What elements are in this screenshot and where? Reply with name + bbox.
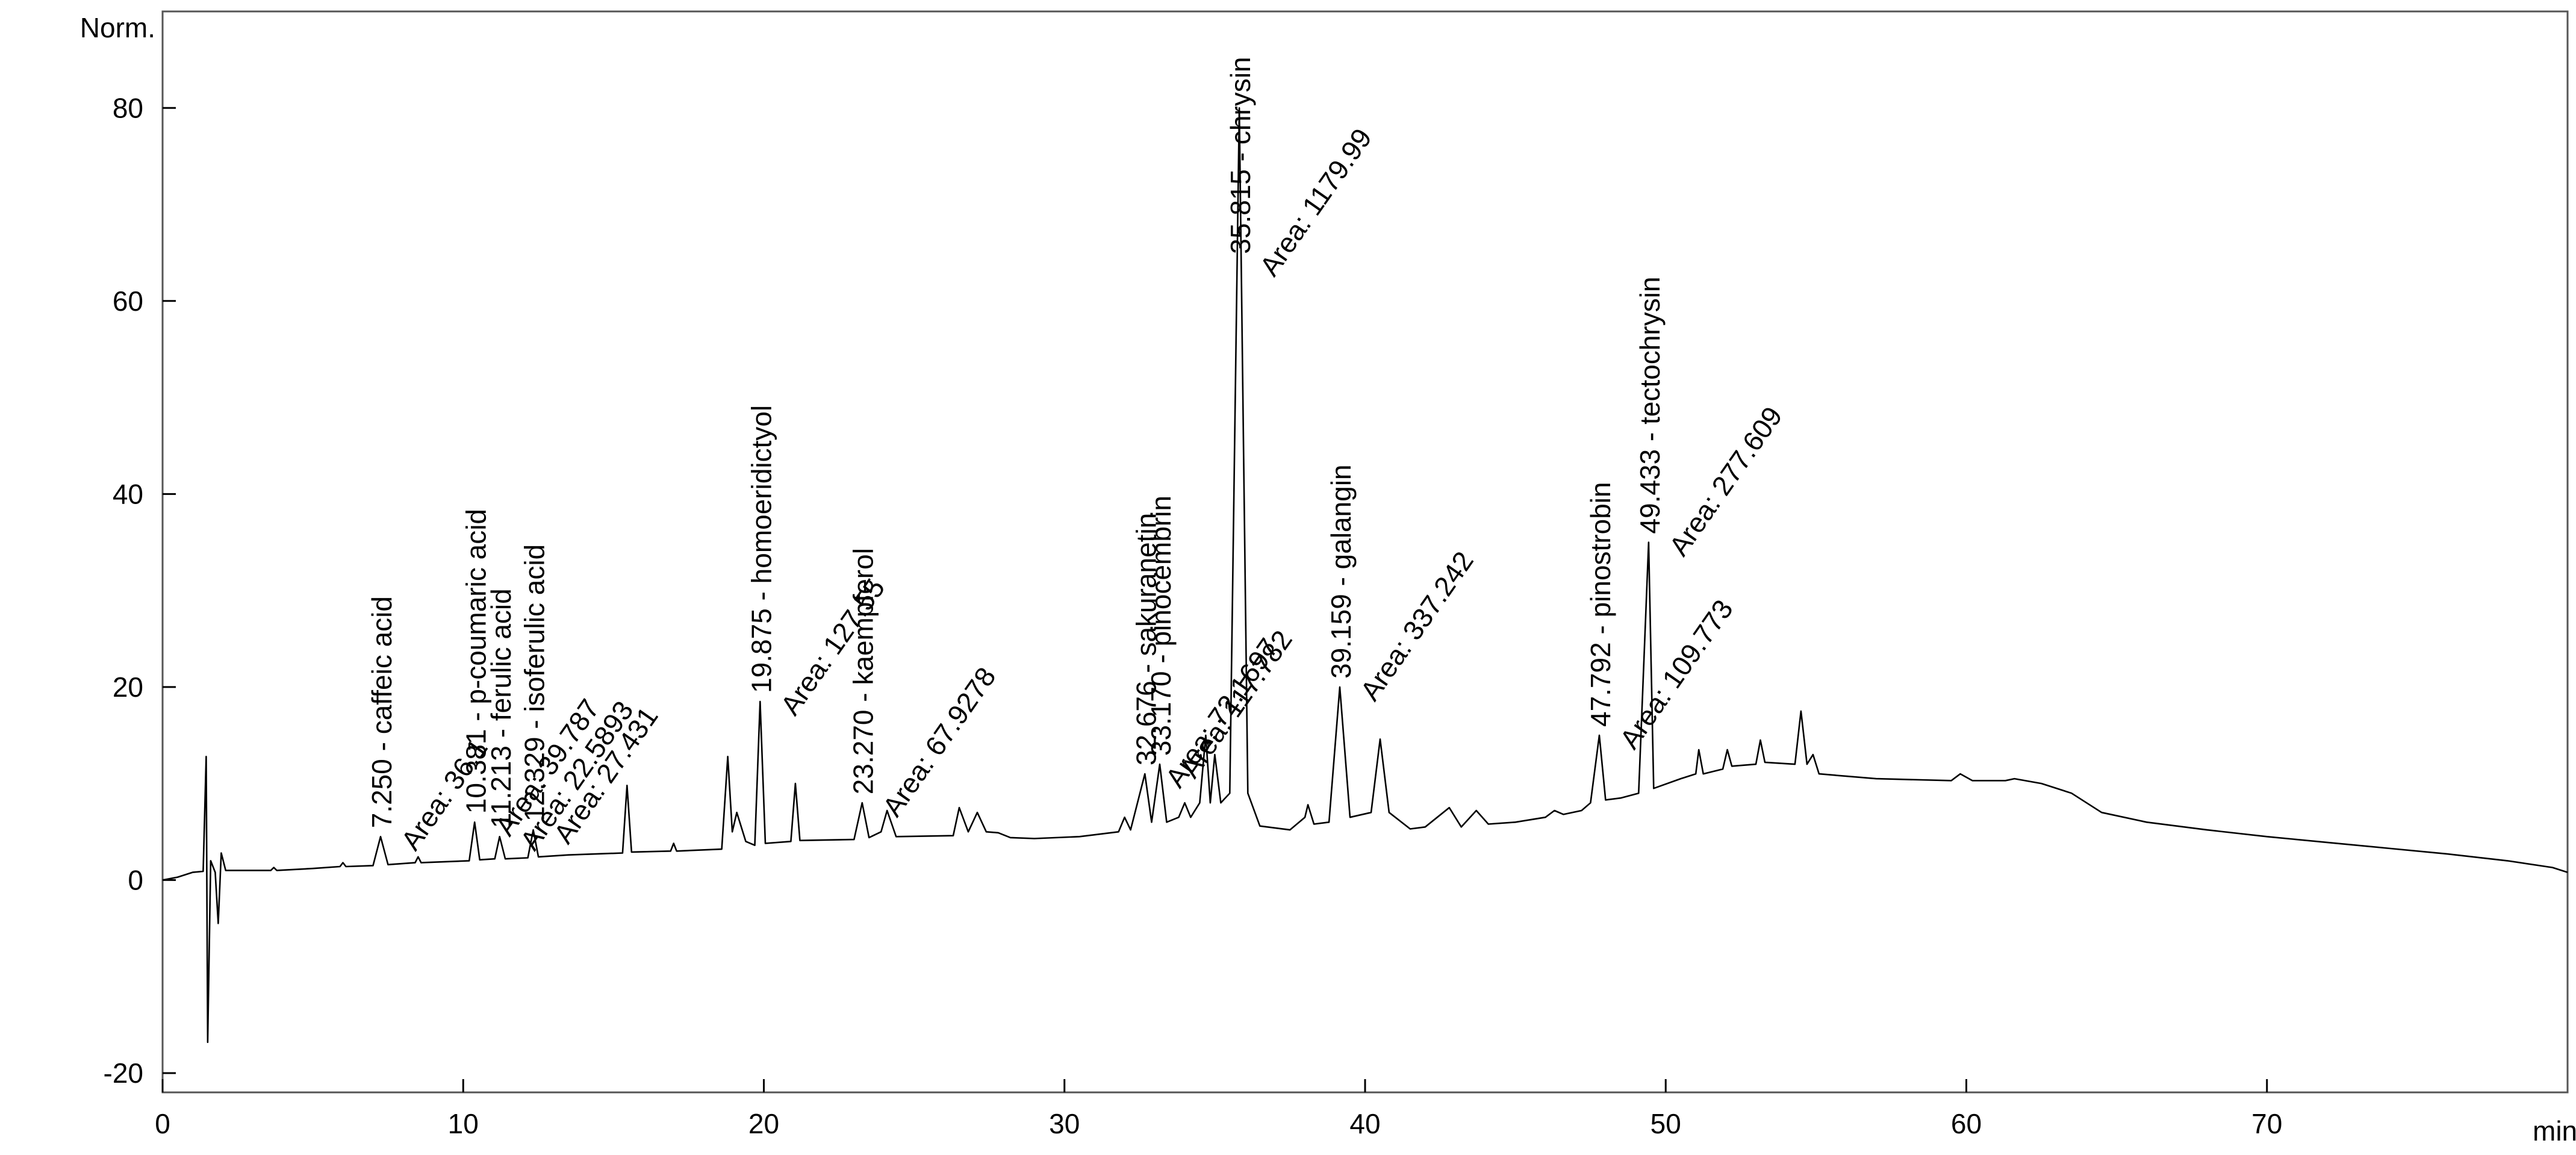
peak-label: 49.433 - tectochrysin xyxy=(1634,276,1666,534)
x-tick-label: 50 xyxy=(1650,1108,1681,1139)
peak-label: 23.270 - kaempferol xyxy=(848,548,879,794)
y-tick-label: 40 xyxy=(113,478,143,509)
x-tick-label: 20 xyxy=(748,1108,779,1139)
y-tick-label: 0 xyxy=(128,864,143,895)
peak-label: 39.159 - galangin xyxy=(1325,464,1357,679)
y-tick-label: 80 xyxy=(113,92,143,123)
x-tick-label: 10 xyxy=(448,1108,479,1139)
peak-label: 11.213 - ferulic acid xyxy=(485,588,517,828)
x-tick-label: 40 xyxy=(1349,1108,1380,1139)
y-tick-label: 20 xyxy=(113,671,143,703)
peak-label: 7.250 - caffeic acid xyxy=(366,596,397,828)
peak-label: 19.875 - homoeridictyol xyxy=(745,405,777,693)
x-tick-label: 60 xyxy=(1951,1108,1982,1139)
peak-label: 33.170 - pinocembrin xyxy=(1145,496,1177,756)
y-axis-label: Norm. xyxy=(80,12,155,43)
y-tick-label: 60 xyxy=(113,285,143,317)
peak-label: 47.792 - pinostrobin xyxy=(1585,482,1616,727)
trace xyxy=(162,107,2568,1043)
peak-label: 32.676 - sakuranetin xyxy=(1130,513,1162,765)
x-tick-label: 30 xyxy=(1049,1108,1080,1139)
x-axis-label: min xyxy=(2533,1115,2576,1147)
peak-label: 10.381 - p-coumaric acid xyxy=(460,509,491,814)
x-tick-label: 70 xyxy=(2251,1108,2282,1139)
peak-label: 35.815 - chrysin xyxy=(1225,57,1256,254)
y-tick-label: -20 xyxy=(104,1057,143,1089)
x-tick-label: 0 xyxy=(155,1108,170,1139)
peak-label: 12.329 - isoferulic acid xyxy=(519,544,550,821)
